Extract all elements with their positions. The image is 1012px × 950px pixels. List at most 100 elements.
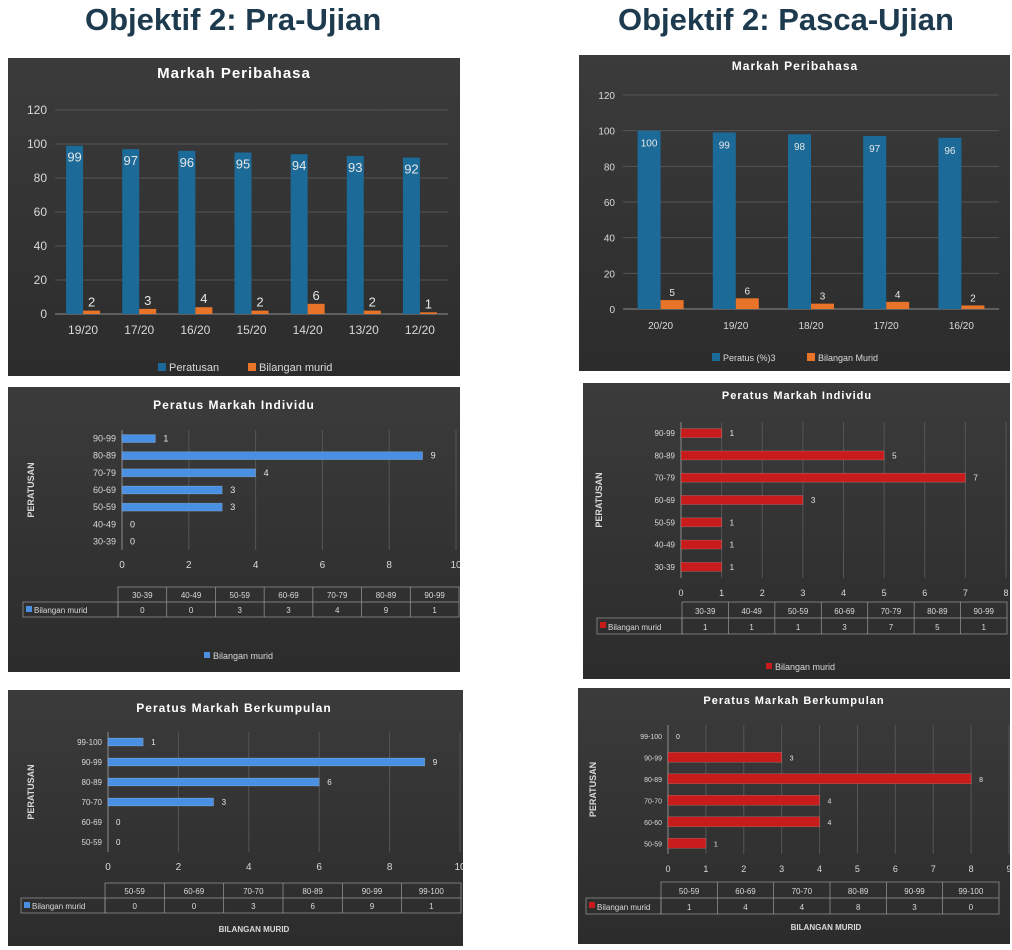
chart-title: Peratus Markah Berkumpulan <box>136 701 331 715</box>
x-tick-label: 6 <box>922 588 927 598</box>
data-label: 1 <box>151 738 156 747</box>
chart-panel-pra-peratus-markah-berkumpulan: Peratus Markah Berkumpulan PERATUSAN 0 2 4 6 8… <box>8 690 463 946</box>
x-tick-label: 6 <box>316 862 322 873</box>
data-table-header: 60-69 <box>184 887 205 896</box>
bar-bilangan-murid <box>363 310 381 314</box>
x-tick-label: 10 <box>450 560 460 571</box>
chart-svg: Peratus Markah Berkumpulan PERATUSAN 0 2 4 6 8… <box>20 701 463 934</box>
y-tick-label: 30-39 <box>93 536 116 546</box>
y-tick-label: 100 <box>598 127 615 138</box>
x-tick-label: 16/20 <box>180 323 210 337</box>
data-label: 99 <box>719 140 731 151</box>
data-label: 0 <box>130 536 135 546</box>
x-tick-label: 8 <box>969 864 974 874</box>
data-table-value: 6 <box>310 902 315 911</box>
data-table-legend-key <box>24 902 30 908</box>
bar-peratusan <box>66 145 84 314</box>
chart-svg: Markah Peribahasa 0 20 40 60 80 100 120 99 2 19/20… <box>27 65 448 374</box>
data-label: 0 <box>130 519 135 529</box>
y-tick-label: 30-39 <box>655 563 676 572</box>
x-tick-label: 5 <box>855 864 860 874</box>
x-tick-label: 3 <box>779 864 784 874</box>
data-table-header: 80-89 <box>848 887 869 896</box>
bar-bilangan-murid <box>419 312 437 314</box>
bar-bilangan-murid <box>121 502 223 512</box>
y-tick-label: 60 <box>604 198 616 209</box>
heading-pra-ujian: Objektif 2: Pra-Ujian <box>85 2 382 37</box>
y-tick-label: 80-89 <box>655 451 676 460</box>
data-label: 96 <box>944 146 956 157</box>
chart-panel-pasca-peratus-markah-berkumpulan: Peratus Markah Berkumpulan PERATUSAN 0 1 2 3 4… <box>578 688 1010 944</box>
data-table-value: 4 <box>335 606 340 615</box>
y-tick-label: 50-59 <box>82 838 103 847</box>
chart-svg: Peratus Markah Individu PERATUSAN 0 1 2 3 4 5 6 7… <box>594 390 1009 672</box>
bar-peratusan <box>290 154 308 314</box>
y-tick-label: 90-99 <box>82 758 103 767</box>
y-axis-title: PERATUSAN <box>26 462 36 517</box>
x-tick-label: 6 <box>893 864 898 874</box>
data-table-value: 3 <box>251 902 256 911</box>
x-tick-label: 20/20 <box>648 321 673 332</box>
heading-pasca-ujian: Objektif 2: Pasca-Ujian <box>618 2 954 37</box>
legend-label: Bilangan Murid <box>818 353 878 363</box>
data-label: 4 <box>828 798 832 805</box>
data-table-header: 40-49 <box>181 591 202 600</box>
bar-bilangan-murid <box>121 485 223 495</box>
bar-peratusan <box>178 150 196 314</box>
x-tick-label: 6 <box>320 560 326 571</box>
data-table-header: 40-49 <box>741 607 762 616</box>
data-table-legend-key <box>26 606 32 612</box>
data-label: 9 <box>433 758 438 767</box>
x-tick-label: 5 <box>882 588 887 598</box>
y-tick-label: 90-99 <box>644 755 662 762</box>
bar-peratusan <box>402 157 420 314</box>
data-table-header: 70-79 <box>327 591 348 600</box>
x-tick-label: 8 <box>1003 588 1008 598</box>
data-label: 0 <box>116 838 121 847</box>
x-tick-label: 2 <box>760 588 765 598</box>
data-table-header: 90-99 <box>424 591 445 600</box>
data-label: 2 <box>369 295 376 310</box>
bar-bilangan-murid <box>680 428 722 438</box>
data-label: 2 <box>256 295 263 310</box>
data-table-header-cell <box>596 617 683 635</box>
data-label: 4 <box>895 290 901 301</box>
data-table-header-cell <box>20 897 106 914</box>
x-tick-label: 12/20 <box>405 323 435 337</box>
y-tick-label: 80-89 <box>644 777 662 784</box>
data-table-header: 60-69 <box>735 887 756 896</box>
chart-title: Peratus Markah Individu <box>153 398 315 412</box>
x-tick-label: 0 <box>665 864 670 874</box>
y-tick-label: 40-49 <box>93 519 116 529</box>
data-table-value: 1 <box>432 606 437 615</box>
data-table-header: 80-89 <box>302 887 323 896</box>
bar-bilangan-murid <box>735 298 759 309</box>
data-label: 3 <box>790 755 794 762</box>
bar-bilangan-murid <box>307 303 325 314</box>
data-label: 0 <box>116 818 121 827</box>
x-tick-label: 1 <box>703 864 708 874</box>
y-tick-label: 60-60 <box>644 820 662 827</box>
data-table-series-name: Bilangan murid <box>34 606 87 615</box>
data-label: 100 <box>641 139 658 150</box>
data-table-header: 60-69 <box>278 591 299 600</box>
data-table-series-name: Bilangan murid <box>608 623 661 632</box>
bar-bilangan-murid <box>680 562 722 572</box>
x-tick-label: 4 <box>841 588 846 598</box>
data-label: 6 <box>327 778 332 787</box>
data-label: 93 <box>348 160 362 175</box>
data-label: 7 <box>973 474 978 483</box>
x-tick-label: 19/20 <box>68 323 98 337</box>
x-tick-label: 14/20 <box>293 323 323 337</box>
y-tick-label: 120 <box>27 103 47 117</box>
data-table-header: 90-99 <box>974 607 995 616</box>
chart-panel-pra-markah-peribahasa: Markah Peribahasa 0 20 40 60 80 100 120 99 2 19/20… <box>8 58 460 376</box>
bar-bilangan-murid <box>680 517 722 528</box>
data-label: 1 <box>730 563 735 572</box>
x-tick-label: 0 <box>678 588 683 598</box>
y-axis-title: PERATUSAN <box>594 472 604 527</box>
x-axis-title: BILANGAN MURID <box>219 925 290 934</box>
data-label: 98 <box>794 142 806 153</box>
data-table-legend-key <box>600 622 606 628</box>
